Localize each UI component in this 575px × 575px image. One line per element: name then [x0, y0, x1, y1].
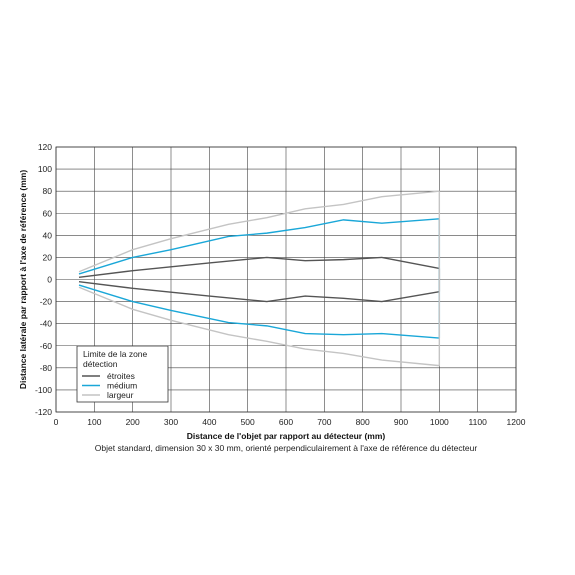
legend-box: [76, 345, 169, 403]
x-tick-label: 300: [164, 417, 178, 427]
y-tick-label: -20: [40, 297, 53, 307]
legend-entry-label: largeur: [107, 390, 134, 400]
x-tick-label: 100: [87, 417, 101, 427]
x-tick-label: 1000: [430, 417, 449, 427]
x-tick-label: 900: [394, 417, 408, 427]
x-tick-label: 0: [54, 417, 59, 427]
y-tick-label: -80: [40, 363, 53, 373]
series-etroites-lower: [78, 281, 440, 303]
legend: Limite de la zone détection étroitesmédiu…: [76, 345, 169, 403]
tick-labels: 0 100 200 300 400 500 600 700 800 900 1000 1100 1200…: [35, 142, 526, 427]
y-tick-label: -120: [35, 407, 52, 417]
series-lines: [78, 190, 441, 367]
y-tick-label: 100: [38, 164, 52, 174]
x-tick-label: 200: [126, 417, 140, 427]
x-tick-label: 1200: [507, 417, 526, 427]
y-tick-label: 20: [43, 252, 53, 262]
y-tick-label: -40: [40, 319, 53, 329]
y-tick-label: -60: [40, 341, 53, 351]
series-largeur-lower: [78, 286, 440, 367]
y-axis-title: Distance latérale par rapport à l'axe de…: [18, 170, 28, 390]
y-tick-label: 80: [43, 186, 53, 196]
y-tick-label: 60: [43, 208, 53, 218]
chart-caption: Objet standard, dimension 30 x 30 mm, or…: [95, 443, 478, 453]
x-tick-label: 700: [317, 417, 331, 427]
x-axis-title: Distance de l'objet par rapport au détec…: [187, 431, 386, 441]
series-medium-lower: [78, 284, 440, 339]
x-tick-label: 400: [202, 417, 216, 427]
y-tick-label: -100: [35, 385, 52, 395]
x-tick-label: 800: [356, 417, 370, 427]
x-tick-label: 1100: [469, 417, 488, 427]
legend-entry-label: médium: [107, 381, 137, 391]
series-largeur-upper: [78, 190, 440, 273]
legend-title: Limite de la zone détection: [83, 349, 148, 369]
plot-frame: [55, 146, 517, 413]
x-tick-label: 500: [241, 417, 255, 427]
y-tick-label: 0: [47, 275, 52, 285]
legend-entry-label: étroites: [107, 371, 135, 381]
y-tick-label: 120: [38, 142, 52, 152]
series-medium-upper: [78, 218, 440, 275]
y-tick-label: 40: [43, 230, 53, 240]
series-etroites-upper: [78, 256, 440, 278]
x-tick-label: 600: [279, 417, 293, 427]
